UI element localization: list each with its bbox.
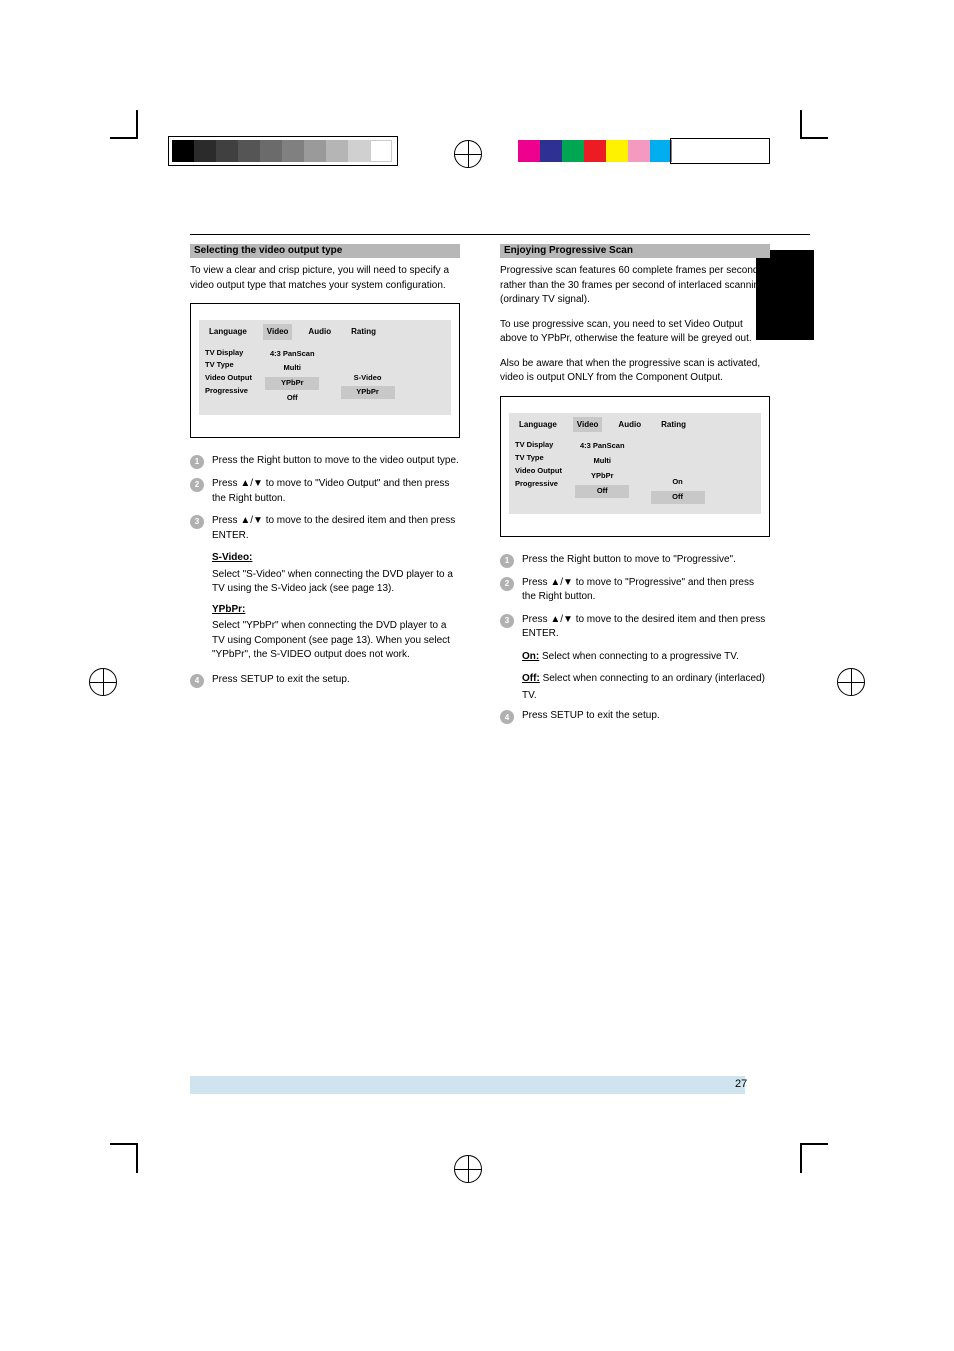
registration-mark-icon [454, 1155, 482, 1183]
osd-row-value: YPbPr [265, 377, 319, 390]
option-block: Off: Select when connecting to an ordina… [522, 672, 770, 703]
footer-bar [190, 1076, 745, 1094]
registration-mark-icon [454, 140, 482, 168]
osd-row-value: Multi [265, 362, 319, 375]
osd-row-value: YPbPr [575, 470, 629, 483]
osd-row-label: Progressive [205, 386, 252, 397]
option-name: S-Video: [212, 551, 252, 566]
osd-row-label: Video Output [205, 373, 252, 384]
right-section-title: Enjoying Progressive Scan [500, 244, 770, 258]
option-name: Off: [522, 672, 540, 687]
step-number-icon: 4 [500, 710, 514, 724]
step-text: Press SETUP to exit the setup. [212, 673, 350, 688]
osd-row-value: Multi [575, 455, 629, 468]
step-number-icon: 3 [190, 515, 204, 529]
option-name: YPbPr: [212, 603, 245, 618]
osd-row-label: TV Type [515, 453, 562, 464]
page-number: 27 [735, 1078, 747, 1090]
step-number-icon: 2 [500, 577, 514, 591]
left-intro-text: To view a clear and crisp picture, you w… [190, 264, 460, 293]
crop-mark [136, 1145, 138, 1173]
left-section-title: Selecting the video output type [190, 244, 460, 258]
osd-row-value: Off [575, 485, 629, 498]
step: 1 Press the Right button to move to "Pro… [500, 553, 770, 568]
osd-row-value: 4:3 PanScan [258, 348, 327, 361]
osd-option: On [651, 476, 705, 489]
step-text: Press ▲/▼ to move to the desired item an… [212, 514, 460, 543]
crop-mark [800, 110, 802, 138]
tab-language: Language [205, 324, 251, 340]
osd-tabs: Language Video Audio Rating [205, 324, 445, 340]
crop-mark [800, 1143, 828, 1145]
right-osd-screenshot: Language Video Audio Rating TV Display T… [500, 396, 770, 537]
osd-tabs: Language Video Audio Rating [515, 417, 755, 433]
right-intro-2: To use progressive scan, you need to set… [500, 318, 770, 347]
osd-row-label: Video Output [515, 466, 562, 477]
step: 1 Press the Right button to move to the … [190, 454, 460, 469]
option-name: On: [522, 650, 539, 665]
step: 2 Press ▲/▼ to move to "Video Output" an… [190, 477, 460, 506]
step-number-icon: 4 [190, 674, 204, 688]
option-desc: Select "YPbPr" when connecting the DVD p… [212, 620, 450, 660]
tab-video: Video [573, 417, 603, 433]
crop-mark [110, 1143, 138, 1145]
osd-row-value: Off [265, 392, 319, 405]
option-desc: Select when connecting to an ordinary (i… [522, 673, 765, 701]
option-block: YPbPr: Select "YPbPr" when connecting th… [212, 603, 460, 663]
crop-mark [800, 137, 828, 139]
step-number-icon: 3 [500, 614, 514, 628]
osd-row-label: TV Type [205, 360, 252, 371]
left-column: Selecting the video output type To view … [190, 244, 460, 732]
tab-rating: Rating [347, 324, 380, 340]
step-text: Press ▲/▼ to move to the desired item an… [522, 613, 770, 642]
right-intro-3: Also be aware that when the progressive … [500, 357, 770, 386]
step-number-icon: 1 [190, 455, 204, 469]
option-block: S-Video: Select "S-Video" when connectin… [212, 551, 460, 597]
step: 3 Press ▲/▼ to move to the desired item … [500, 613, 770, 642]
osd-row-label: TV Display [515, 440, 562, 451]
step-number-icon: 2 [190, 478, 204, 492]
option-desc: Select "S-Video" when connecting the DVD… [212, 569, 453, 595]
step: 4 Press SETUP to exit the setup. [500, 709, 770, 724]
right-column: Enjoying Progressive Scan Progressive sc… [500, 244, 770, 732]
option-block: On: Select when connecting to a progress… [522, 650, 770, 667]
osd-option: S-Video [341, 372, 395, 385]
step: 2 Press ▲/▼ to move to "Progressive" and… [500, 576, 770, 605]
crop-mark [800, 1145, 802, 1173]
osd-row-label: TV Display [205, 348, 252, 359]
gray-strip-border [168, 136, 398, 166]
crop-mark [110, 137, 138, 139]
tab-language: Language [515, 417, 561, 433]
step-text: Press ▲/▼ to move to "Progressive" and t… [522, 576, 770, 605]
osd-row-value: 4:3 PanScan [568, 440, 637, 453]
registration-mark-icon [837, 668, 865, 696]
tab-rating: Rating [657, 417, 690, 433]
step-text: Press ▲/▼ to move to "Video Output" and … [212, 477, 460, 506]
tab-video: Video [263, 324, 293, 340]
left-osd-screenshot: Language Video Audio Rating TV Display T… [190, 303, 460, 438]
osd-row-label: Progressive [515, 479, 562, 490]
step-text: Press the Right button to move to the vi… [212, 454, 459, 469]
registration-mark-icon [89, 668, 117, 696]
tab-audio: Audio [614, 417, 645, 433]
step: 3 Press ▲/▼ to move to the desired item … [190, 514, 460, 543]
option-desc: Select when connecting to a progressive … [542, 651, 739, 662]
crop-mark [136, 110, 138, 138]
step-number-icon: 1 [500, 554, 514, 568]
page-content: Selecting the video output type To view … [190, 220, 810, 732]
osd-option: YPbPr [341, 386, 395, 399]
right-intro-1: Progressive scan features 60 complete fr… [500, 264, 770, 308]
color-calibration-strip [518, 140, 672, 162]
osd-option: Off [651, 491, 705, 504]
tab-audio: Audio [304, 324, 335, 340]
step: 4 Press SETUP to exit the setup. [190, 673, 460, 688]
step-text: Press SETUP to exit the setup. [522, 709, 660, 724]
step-text: Press the Right button to move to "Progr… [522, 553, 736, 568]
color-strip-border [670, 138, 770, 164]
